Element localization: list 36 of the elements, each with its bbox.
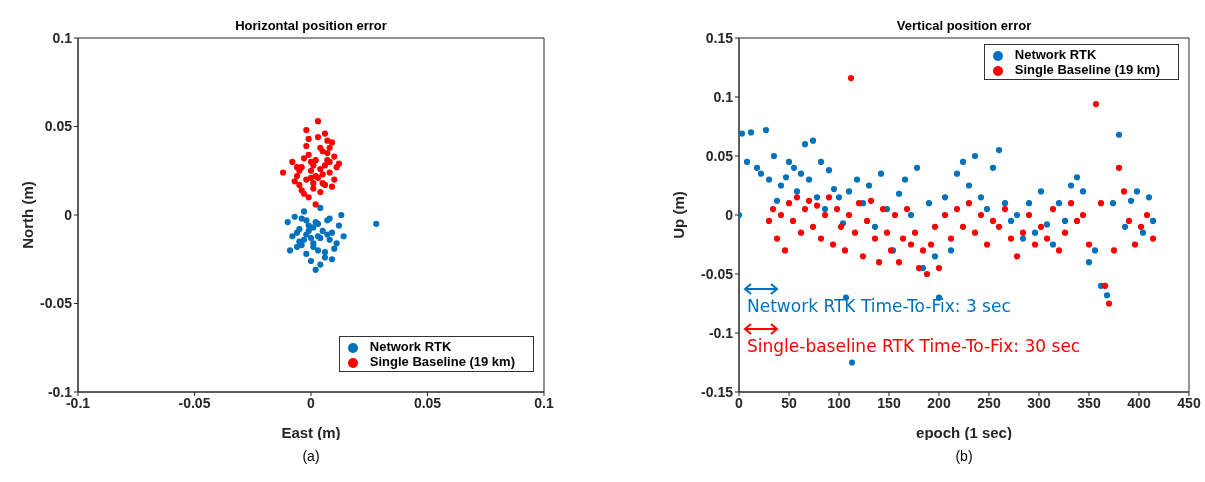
x-tick-label: 200 (927, 394, 951, 411)
x-tick-label: 0.05 (413, 394, 442, 411)
chart-title: Horizontal position error (234, 18, 388, 33)
y-tick-label: 0.15 (705, 29, 734, 46)
y-axis-title: North (m) (19, 181, 37, 249)
y-tick-label: -0.05 (701, 265, 734, 282)
y-tick-label: 0.1 (713, 88, 734, 105)
x-tick-label: 0 (307, 394, 316, 411)
legend-label: Network RTK (1014, 47, 1097, 62)
text: (a) (301, 448, 321, 464)
chart-title: Vertical position error (895, 18, 1033, 33)
x-tick-label: 400 (1127, 394, 1151, 411)
x-tick-label: 350 (1077, 394, 1101, 411)
y-tick-label: 0 (64, 206, 73, 223)
y-tick-label: 0.05 (705, 147, 734, 164)
y-tick-label: -0.15 (701, 383, 734, 400)
text: (b) (954, 448, 974, 464)
x-tick-label: 50 (781, 394, 797, 411)
legend-label: Single Baseline (19 km) (369, 354, 515, 369)
y-axis-title: Up (m) (670, 191, 688, 239)
x-tick-label: 100 (827, 394, 851, 411)
annotation: Network RTK Time-To-Fix: 3 sec (747, 296, 1011, 316)
legend-label: Network RTK (369, 339, 452, 354)
x-tick-label: 150 (877, 394, 901, 411)
y-tick-label: 0.05 (44, 118, 73, 135)
x-tick-label: 0.1 (534, 394, 554, 411)
x-tick-label: 450 (1177, 394, 1201, 411)
x-tick-label: 300 (1027, 394, 1051, 411)
legend-label: Single Baseline (19 km) (1014, 62, 1160, 77)
x-tick-label: -0.05 (178, 394, 211, 411)
y-tick-label: -0.05 (40, 295, 73, 312)
annotation: Single-baseline RTK Time-To-Fix: 30 sec (747, 336, 1081, 356)
y-tick-label: 0.1 (52, 29, 73, 46)
y-tick-label: 0 (725, 206, 734, 223)
y-tick-label: -0.1 (708, 324, 734, 341)
x-tick-label: 250 (977, 394, 1001, 411)
